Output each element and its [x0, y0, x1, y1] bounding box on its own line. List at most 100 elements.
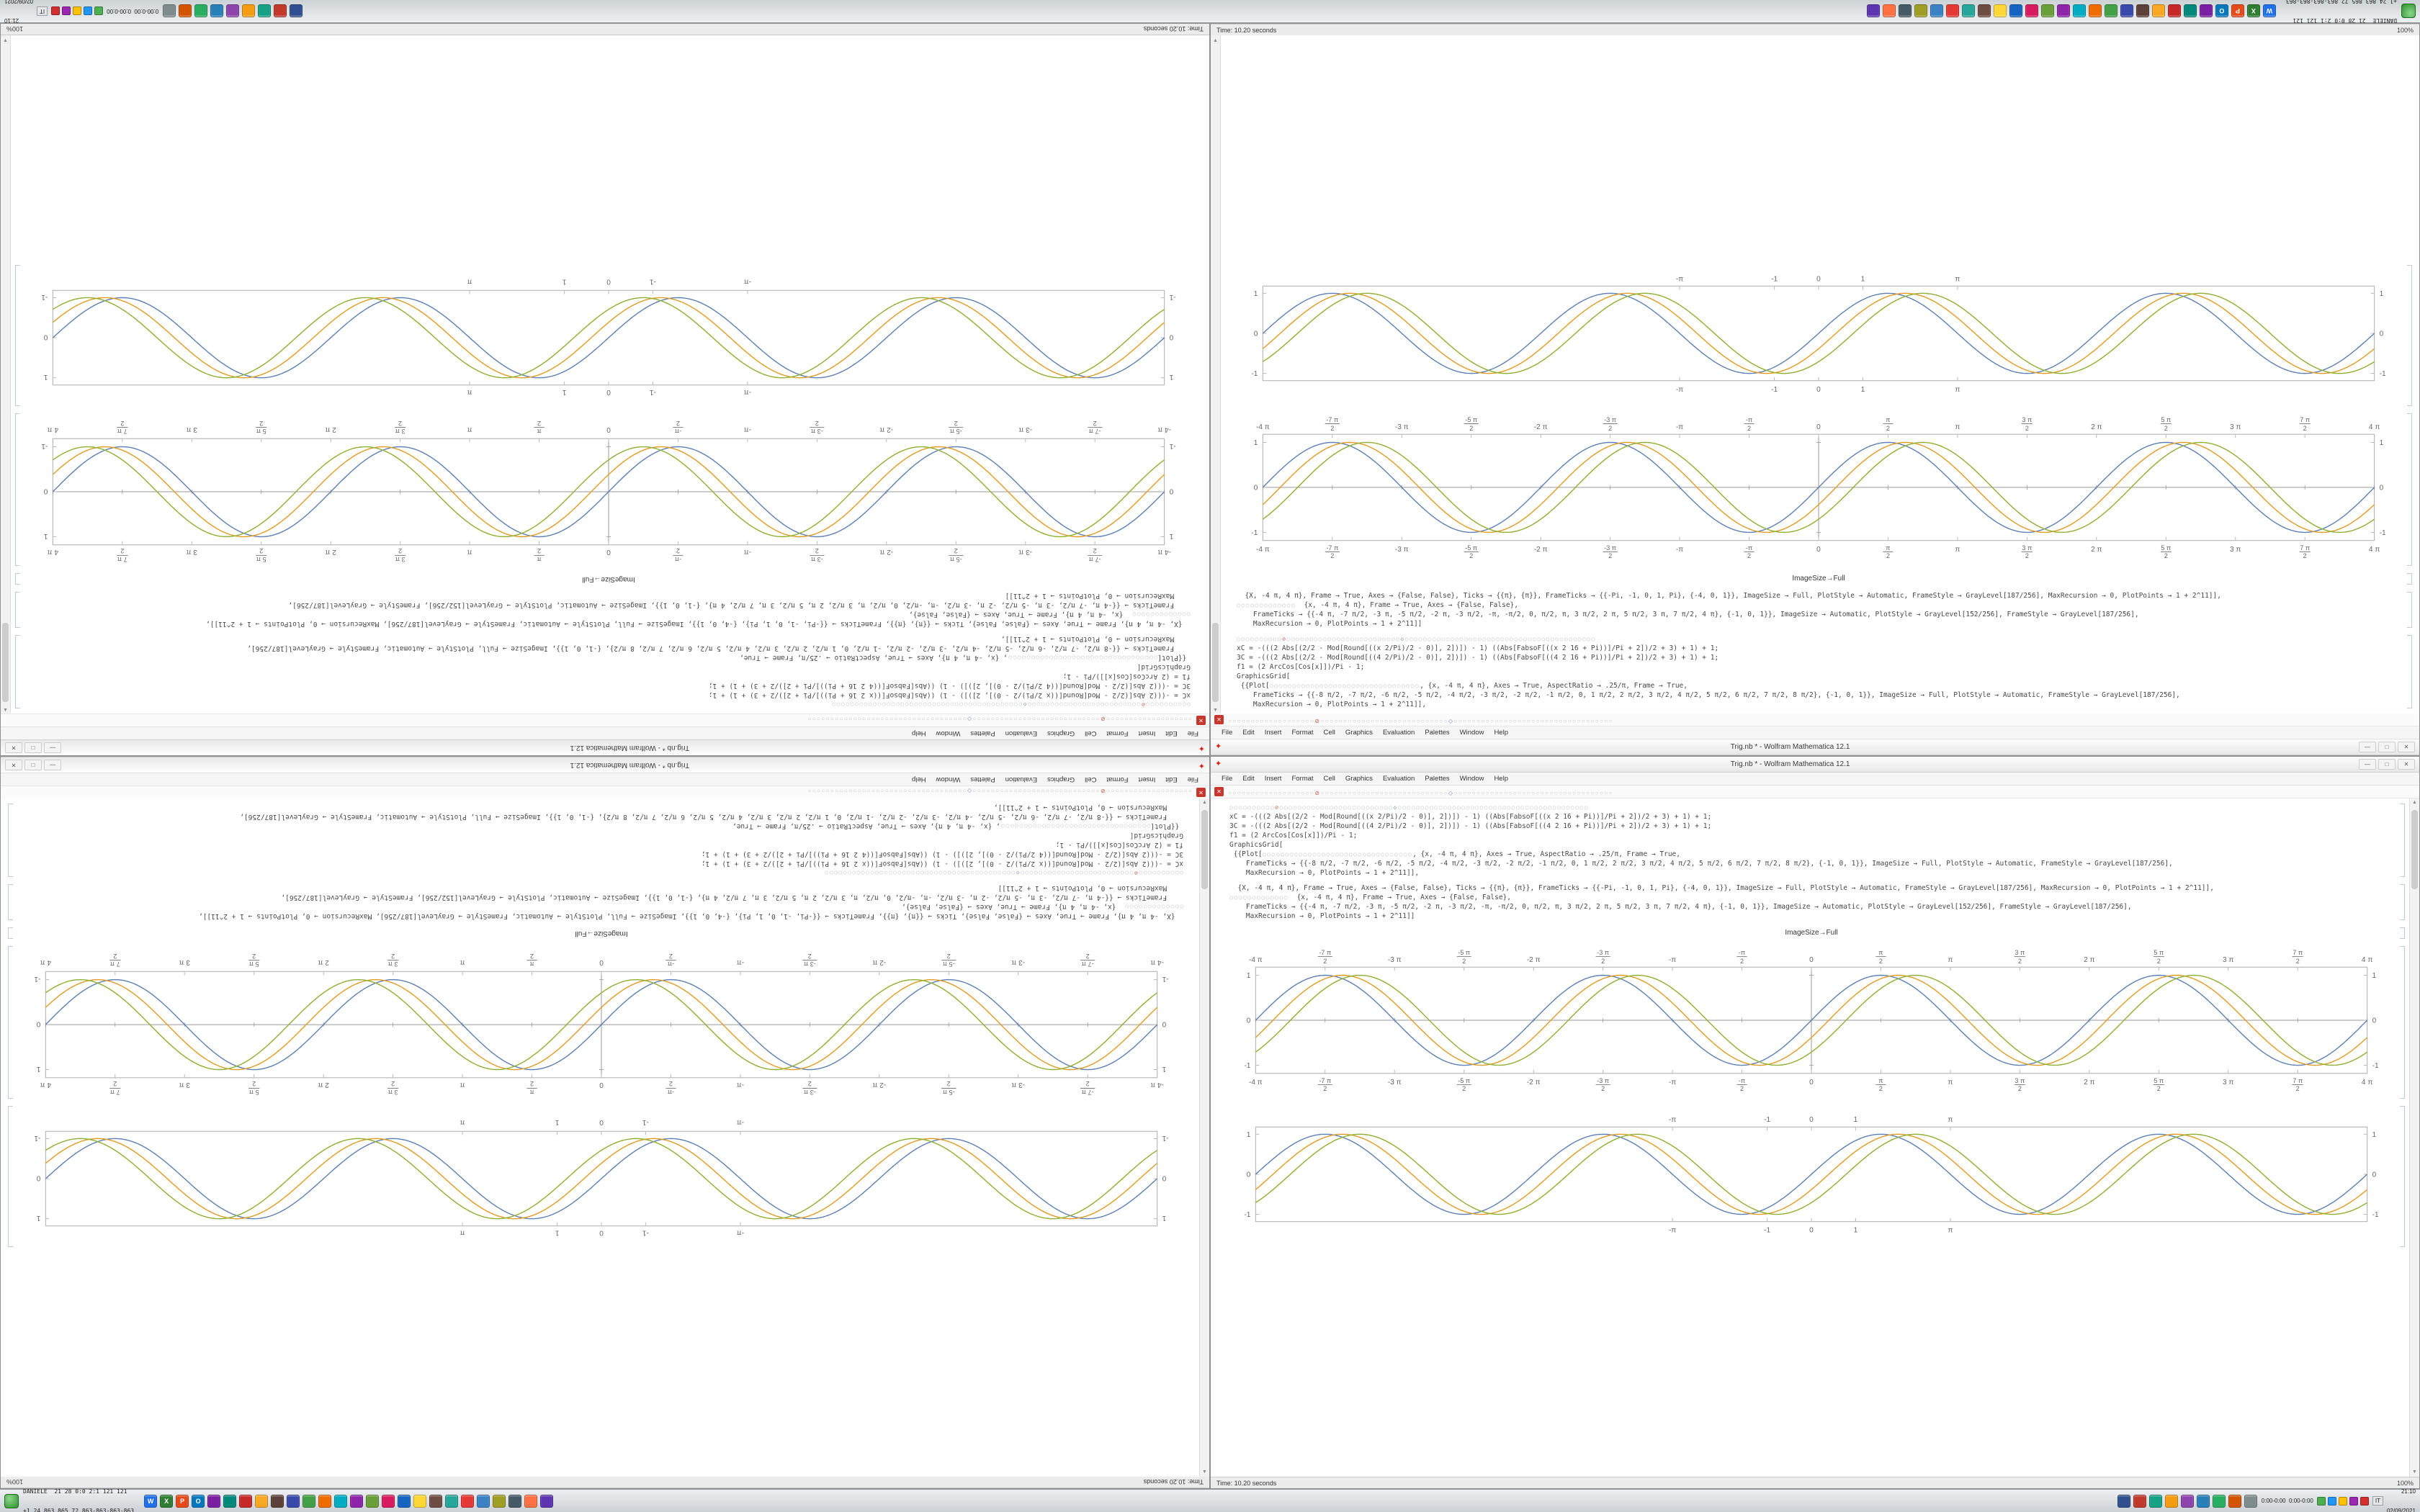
taskbar-pinned-icon[interactable]	[274, 4, 287, 18]
code-line[interactable]: GraphicsGrid[	[27, 662, 1191, 672]
code-line[interactable]: f1 = (2 ArcCos[Cos[x]])/Pi - 1;	[19, 840, 1183, 850]
menu-help[interactable]: Help	[1494, 729, 1508, 737]
scrollbar-thumb[interactable]	[2, 623, 9, 702]
language-indicator[interactable]: IT	[2372, 1496, 2383, 1506]
taskbar-app-icon[interactable]	[2025, 4, 2038, 18]
menu-format[interactable]: Format	[1291, 729, 1314, 737]
scroll-down-arrow[interactable]: ▼	[1202, 1470, 1207, 1475]
menu-insert[interactable]: Insert	[1264, 775, 1282, 783]
taskbar-app-icon[interactable]: O	[192, 1494, 205, 1508]
menu-graphics[interactable]: Graphics	[1345, 775, 1373, 783]
code-line[interactable]: MaxRecursion → 0, PlotPoints → 1 + 2^11]…	[1229, 868, 2393, 878]
code-line[interactable]: f1 = (2 ArcCos[Cos[x]])/Pi - 1;	[1229, 831, 2393, 840]
scrollbar-thumb[interactable]	[1201, 810, 1208, 889]
taskbar-pinned-icon[interactable]	[290, 4, 303, 18]
menu-graphics[interactable]: Graphics	[1345, 729, 1373, 737]
menu-file[interactable]: File	[1187, 775, 1198, 783]
taskbar-pinned-icon[interactable]	[2212, 1494, 2226, 1508]
taskbar-app-icon[interactable]: P	[2231, 4, 2244, 18]
taskbar-app-icon[interactable]	[2040, 4, 2054, 18]
code-line[interactable]: FrameTicks → {{-4 π, -7 π/2, -3 π, -5 π/…	[27, 600, 1191, 610]
menu-cell[interactable]: Cell	[1085, 775, 1097, 783]
code-line[interactable]: ○○○○○○○○○○○○○ {x, -4 π, 4 π}, Frame → Tr…	[27, 610, 1191, 619]
taskbar-app-icon[interactable]	[398, 1494, 411, 1508]
taskbar-pinned-icon[interactable]	[194, 4, 208, 18]
menu-window[interactable]: Window	[936, 775, 961, 783]
taskbar-pinned-icon[interactable]	[2180, 1494, 2194, 1508]
taskbar-app-icon[interactable]	[334, 1494, 348, 1508]
axis-plot-cell[interactable]: -4 π -4 π -7 π 2 -7 π 2 -3 π -3 π -5 π 2 -5 π 2 -2 π…	[19, 945, 1183, 1099]
taskbar-pinned-icon[interactable]	[2164, 1494, 2178, 1508]
code-cell-2[interactable]: {X, -4 π, 4 π}, Frame → True, Axes → {Fa…	[19, 883, 1183, 921]
menu-format[interactable]: Format	[1106, 775, 1129, 783]
vertical-scrollbar[interactable]: ▲ ▼	[1, 35, 11, 714]
code-line[interactable]: FrameTicks → {{-8 π/2, -7 π/2, -6 π/2, -…	[27, 644, 1191, 653]
menu-file[interactable]: File	[1222, 729, 1233, 737]
taskbar-app-icon[interactable]	[223, 1494, 237, 1508]
taskbar-app-icon[interactable]	[413, 1494, 427, 1508]
language-indicator[interactable]: IT	[37, 6, 48, 16]
taskbar-app-icon[interactable]	[1993, 4, 2007, 18]
tray-icon[interactable]	[2360, 1496, 2369, 1506]
taskbar-app-icon[interactable]	[1945, 4, 1959, 18]
scroll-down-arrow[interactable]: ▼	[3, 37, 8, 42]
minimize-button[interactable]: —	[2359, 759, 2376, 770]
minimize-button[interactable]: —	[2359, 742, 2376, 752]
taskbar-app-icon[interactable]	[477, 1494, 490, 1508]
code-cell-2[interactable]: {X, -4 π, 4 π}, Frame → True, Axes → {Fa…	[27, 591, 1191, 629]
taskbar-app-icon[interactable]	[2167, 4, 2181, 18]
start-button[interactable]	[2401, 4, 2416, 19]
menu-cell[interactable]: Cell	[1085, 729, 1097, 737]
taskbar-app-icon[interactable]	[2199, 4, 2213, 18]
menu-insert[interactable]: Insert	[1138, 729, 1156, 737]
menu-format[interactable]: Format	[1291, 775, 1314, 783]
magnification-control[interactable]: 100%	[2396, 1479, 2414, 1487]
taskbar-app-icon[interactable]	[540, 1494, 554, 1508]
code-line[interactable]: ○○○○○○○○○○⊘○○○○○○○○○○○○○○○○○○○○○○○○○◇○○○…	[1229, 803, 2393, 812]
taskbar-app-icon[interactable]	[1866, 4, 1880, 18]
taskbar-app-icon[interactable]	[2120, 4, 2133, 18]
taskbar-app-icon[interactable]	[2009, 4, 2022, 18]
taskbar-pinned-icon[interactable]	[226, 4, 240, 18]
code-line[interactable]: MaxRecursion → 0, PlotPoints → 1 + 2^11]…	[27, 591, 1191, 600]
code-cell-1[interactable]: ○○○○○○○○○○⊘○○○○○○○○○○○○○○○○○○○○○○○○○◇○○○…	[1237, 634, 2401, 709]
code-line[interactable]: xC = -(((2 Abs[(2/2 - Mod[Round[((x 2/Pi…	[27, 690, 1191, 700]
code-line[interactable]: 3C = -(((2 Abs[(2/2 - Mod[Round[((4 2/Pi…	[1237, 653, 2401, 662]
taskbar-pinned-icon[interactable]	[2244, 1494, 2257, 1508]
taskbar-app-icon[interactable]	[255, 1494, 269, 1508]
code-line[interactable]: ○○○○○○○○○○○○○ {x, -4 π, 4 π}, Frame → Tr…	[1229, 893, 2393, 902]
taskbar-app-icon[interactable]	[1977, 4, 1991, 18]
taskbar-app-icon[interactable]: X	[160, 1494, 174, 1508]
taskbar-pinned-icon[interactable]	[2148, 1494, 2162, 1508]
close-button[interactable]: ✕	[5, 742, 22, 753]
menu-file[interactable]: File	[1187, 729, 1198, 737]
taskbar-app-icon[interactable]	[2136, 4, 2149, 18]
menu-palettes[interactable]: Palettes	[970, 775, 995, 783]
taskbar-app-icon[interactable]	[239, 1494, 253, 1508]
taskbar-app-icon[interactable]	[2056, 4, 2070, 18]
code-cell-2[interactable]: {X, -4 π, 4 π}, Frame → True, Axes → {Fa…	[1229, 883, 2405, 921]
magnification-control[interactable]: 100%	[6, 25, 24, 33]
menu-window[interactable]: Window	[936, 729, 961, 737]
minimize-button[interactable]: —	[44, 760, 61, 770]
maximize-button[interactable]: □	[24, 742, 42, 753]
axis-plot-cell[interactable]: -4 π -4 π -7 π 2 -7 π 2 -3 π -3 π -5 π 2 -5 π 2 -2 π…	[1237, 413, 2401, 567]
taskbar-app-icon[interactable]	[493, 1494, 506, 1508]
tray-icon[interactable]	[73, 6, 82, 16]
code-line[interactable]: MaxRecursion → 0, PlotPoints → 1 + 2^11]…	[27, 634, 1191, 644]
menu-file[interactable]: File	[1222, 775, 1233, 783]
close-button[interactable]: ✕	[5, 760, 22, 770]
taskbar-app-icon[interactable]	[1898, 4, 1912, 18]
scrollbar-thumb[interactable]	[2411, 810, 2418, 889]
taskbar-pinned-icon[interactable]	[210, 4, 224, 18]
taskbar-app-icon[interactable]	[2104, 4, 2118, 18]
code-line[interactable]: FrameTicks → {{-4 π, -7 π/2, -3 π, -5 π/…	[19, 893, 1183, 902]
code-line[interactable]: 3C = -(((2 Abs[(2/2 - Mod[Round[((4 2/Pi…	[1229, 822, 2393, 831]
code-line[interactable]: ○○○○○○○○○○⊘○○○○○○○○○○○○○○○○○○○○○○○○○◇○○○…	[27, 700, 1191, 709]
taskbar-pinned-icon[interactable]	[2228, 1494, 2241, 1508]
menu-palettes[interactable]: Palettes	[1425, 729, 1450, 737]
taskbar-pinned-icon[interactable]	[163, 4, 176, 18]
code-line[interactable]: FrameTicks → {{-4 π, -7 π/2, -3 π, -5 π/…	[1237, 610, 2401, 619]
code-line[interactable]: {{Plot[○○○○○○○○○○○○○○○○○○○○○○○○○○○○○○○○○…	[27, 653, 1191, 662]
code-line[interactable]: MaxRecursion → 0, PlotPoints → 1 + 2^11]…	[19, 883, 1183, 893]
